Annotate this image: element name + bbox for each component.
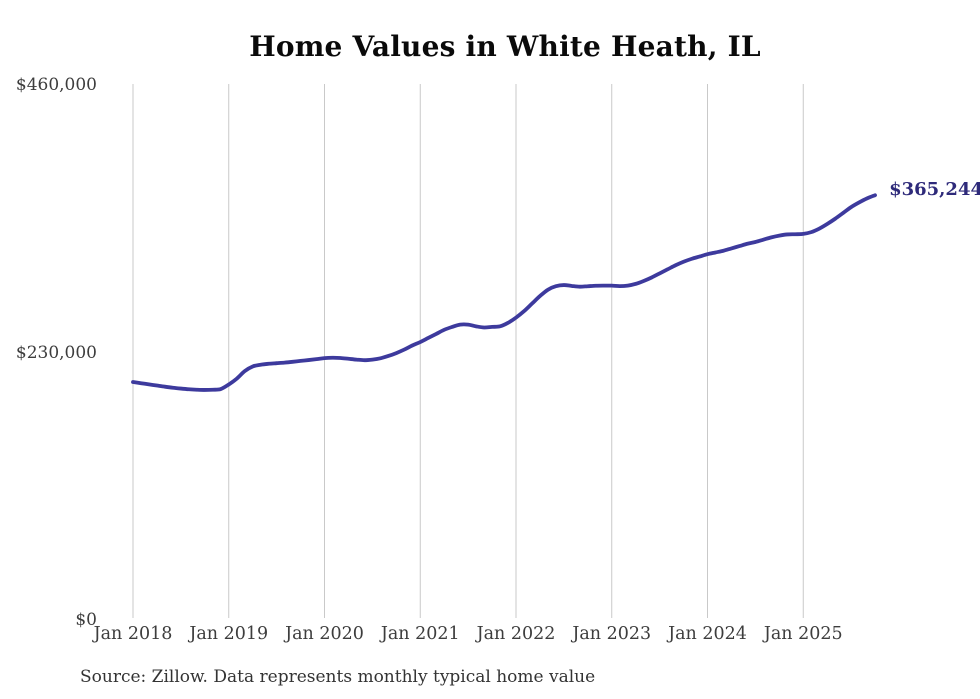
- x-tick-label: Jan 2020: [285, 624, 364, 644]
- x-tick-label: Jan 2018: [93, 624, 173, 644]
- home-value-line: [131, 193, 877, 392]
- source-note: Source: Zillow. Data represents monthly …: [80, 667, 596, 687]
- y-tick-label: $230,000: [15, 342, 97, 363]
- x-tick-label: Jan 2024: [668, 624, 747, 644]
- x-tick-label: Jan 2025: [763, 624, 843, 644]
- y-tick-label: $460,000: [15, 75, 97, 95]
- y-tick-label: $0: [75, 610, 97, 630]
- latest-value-label: $365,244: [889, 179, 980, 201]
- x-tick-label: Jan 2023: [572, 624, 652, 644]
- x-tick-label: Jan 2022: [476, 624, 556, 644]
- x-tick-label: Jan 2021: [380, 624, 460, 644]
- x-tick-label: Jan 2019: [189, 624, 269, 644]
- chart-title: Home Values in White Heath, IL: [249, 30, 761, 63]
